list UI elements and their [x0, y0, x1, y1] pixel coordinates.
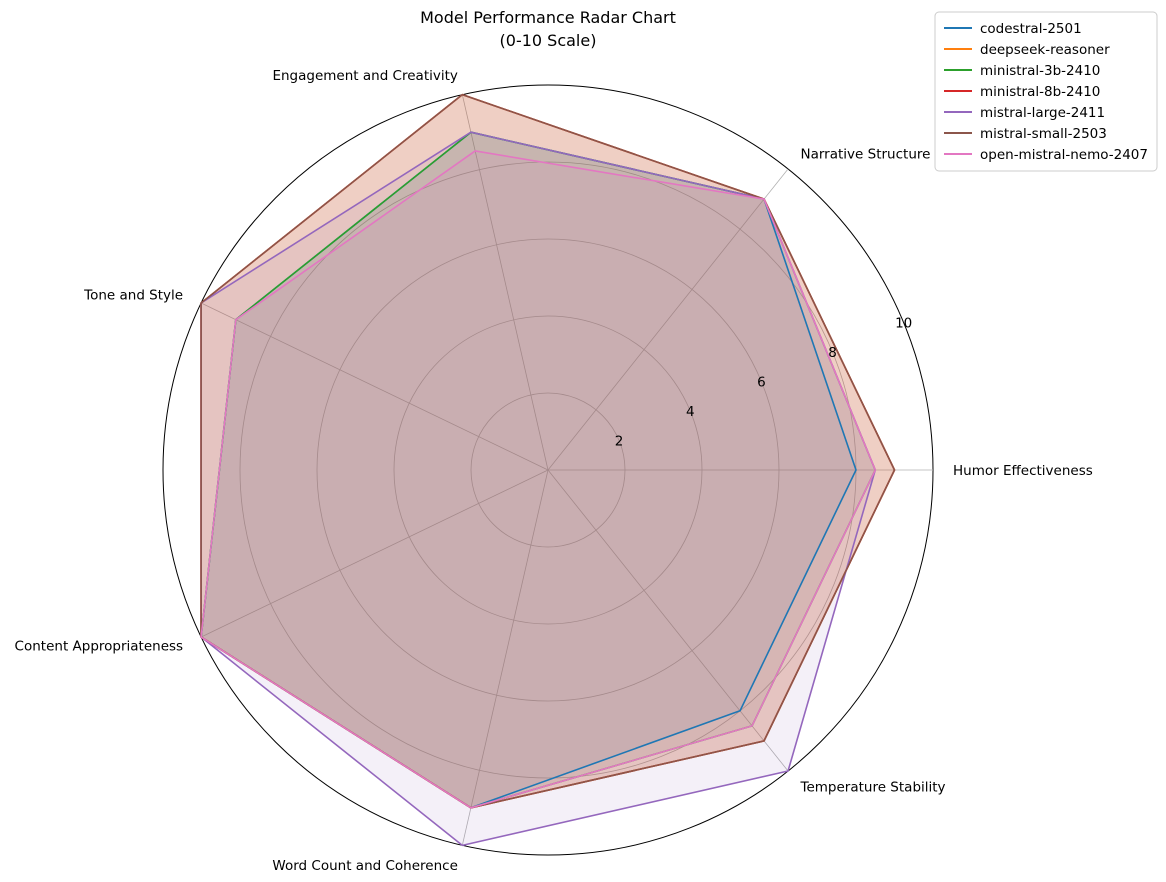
series-fills: [201, 94, 895, 846]
legend-label: ministral-8b-2410: [980, 84, 1100, 100]
axis-label: Content Appropriateness: [15, 639, 184, 655]
axis-label: Engagement and Creativity: [272, 68, 457, 84]
axis-label: Tone and Style: [83, 287, 183, 303]
radial-tick-label: 4: [686, 404, 695, 420]
axis-label: Narrative Structure: [801, 146, 931, 162]
radar-spoke: [547, 469, 789, 772]
legend: codestral-2501 deepseek-reasoner ministral…: [934, 11, 1158, 172]
axis-label: Humor Effectiveness: [953, 463, 1093, 479]
legend-frame: [934, 11, 1158, 172]
radial-tick-labels: 2 4 6 8 10: [615, 316, 912, 450]
series-fill: [201, 132, 876, 846]
radar-spoke: [461, 94, 549, 471]
legend-label: mistral-small-2503: [980, 126, 1107, 142]
series-fill: [201, 132, 856, 808]
legend-label: ministral-3b-2410: [980, 63, 1100, 79]
radar-spoke: [547, 168, 789, 471]
series-fill: [201, 132, 876, 808]
legend-label: deepseek-reasoner: [980, 42, 1110, 58]
radial-tick-label: 2: [615, 434, 624, 450]
radar-spoke: [200, 469, 549, 638]
chart-title-line-1: Model Performance Radar Chart: [420, 8, 676, 27]
radar-spoke: [461, 469, 549, 846]
legend-label: open-mistral-nemo-2407: [980, 147, 1148, 163]
radial-tick-label: 6: [757, 375, 766, 391]
chart-title-line-2: (0-10 Scale): [500, 31, 597, 50]
series-fill: [201, 94, 895, 808]
radial-tick-label: 10: [895, 316, 912, 332]
axis-label: Word Count and Coherence: [272, 858, 457, 874]
series-fill: [201, 94, 895, 808]
axis-label: Temperature Stability: [800, 780, 946, 796]
radar-spoke: [200, 302, 549, 471]
series-line: [200, 150, 877, 809]
series-fill: [201, 94, 895, 808]
series-line: [200, 93, 896, 809]
series-fill: [201, 150, 876, 808]
radial-tick-label: 8: [828, 345, 837, 361]
axis-labels: Humor Effectiveness Narrative Structure En…: [15, 68, 1093, 874]
series-lines: [200, 93, 896, 847]
legend-label: codestral-2501: [980, 21, 1082, 37]
legend-label: mistral-large-2411: [980, 105, 1105, 121]
